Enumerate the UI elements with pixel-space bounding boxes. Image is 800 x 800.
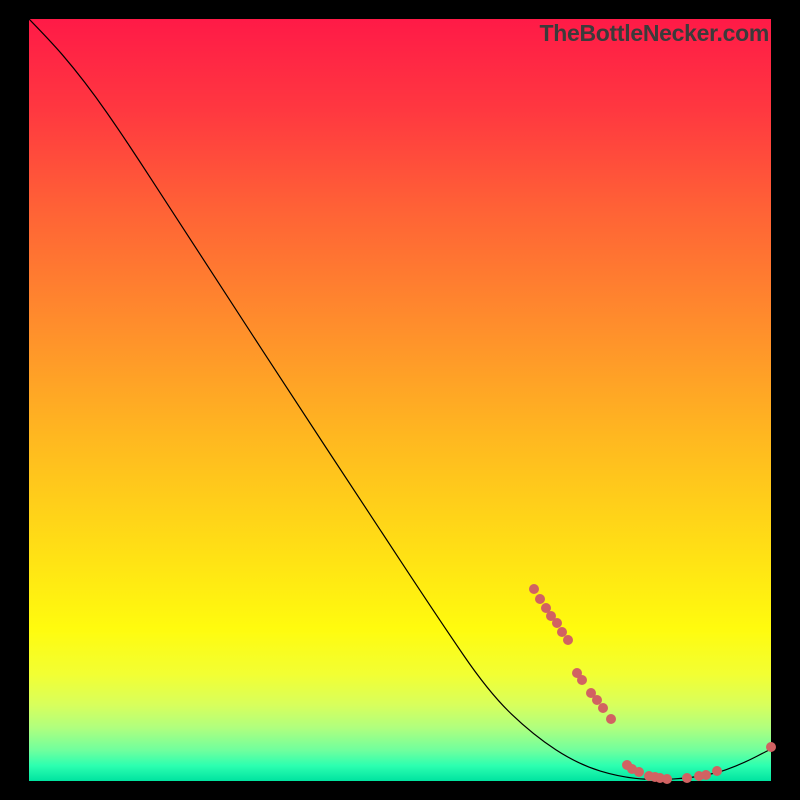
data-marker <box>577 675 587 685</box>
data-marker <box>766 742 776 752</box>
bottleneck-curve <box>29 19 771 779</box>
data-marker <box>563 635 573 645</box>
data-marker <box>634 767 644 777</box>
curve-layer <box>29 19 771 781</box>
data-marker <box>606 714 616 724</box>
data-marker <box>662 774 672 784</box>
data-marker <box>701 770 711 780</box>
data-marker <box>529 584 539 594</box>
data-marker <box>682 773 692 783</box>
data-marker <box>712 766 722 776</box>
data-marker <box>598 703 608 713</box>
plot-area: TheBottleNecker.com <box>29 19 771 781</box>
